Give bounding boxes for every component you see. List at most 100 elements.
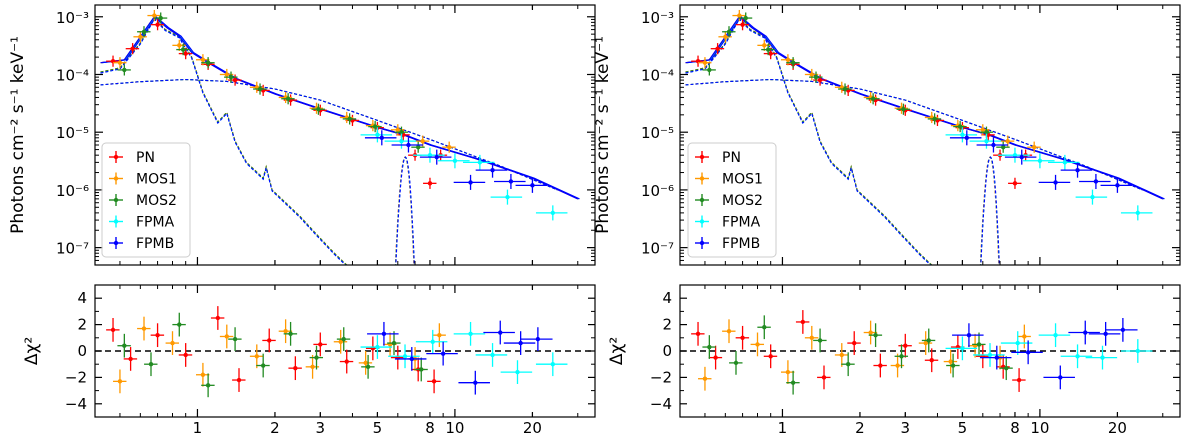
data-point-pn xyxy=(150,323,165,348)
data-marker xyxy=(960,132,965,138)
data-marker xyxy=(870,96,876,101)
data-point-mos2 xyxy=(894,344,909,369)
plot-area-right-spectrum xyxy=(685,9,1165,265)
data-marker xyxy=(391,340,397,346)
y-axis-title: Photons cm⁻² s⁻¹ keV⁻¹ xyxy=(593,36,613,234)
data-marker xyxy=(964,135,970,140)
data-point-mos1 xyxy=(780,360,795,384)
data-marker xyxy=(236,377,242,383)
data-marker xyxy=(232,336,238,342)
data-marker xyxy=(434,154,439,160)
data-marker xyxy=(183,352,188,358)
data-marker xyxy=(138,34,143,39)
model-fe-line-fpmb xyxy=(980,156,1000,265)
data-point-mos2 xyxy=(281,93,295,105)
data-point-mos1 xyxy=(698,57,712,69)
legend-label: FPMA xyxy=(722,215,761,231)
data-point-fpmb xyxy=(521,327,553,351)
data-point-fpmb xyxy=(979,345,1012,370)
data-marker xyxy=(726,29,732,34)
data-point-pn xyxy=(817,365,831,390)
y-tick-label: 10⁻⁴ xyxy=(56,66,89,84)
data-point-mos1 xyxy=(834,343,849,367)
data-marker xyxy=(452,158,458,163)
legend-label: MOS1 xyxy=(136,172,177,188)
data-marker xyxy=(427,181,433,186)
data-marker xyxy=(363,360,368,366)
data-marker xyxy=(991,142,996,148)
data-marker xyxy=(1103,331,1108,337)
data-marker xyxy=(148,362,154,367)
data-point-fpma xyxy=(1038,323,1071,348)
data-marker xyxy=(468,331,473,337)
y-tick-label: 10⁻³ xyxy=(641,9,674,27)
data-marker xyxy=(984,130,989,135)
data-marker xyxy=(817,77,823,83)
data-marker xyxy=(110,327,116,333)
data-marker xyxy=(365,364,371,370)
data-marker xyxy=(899,354,904,359)
data-point-fpmb xyxy=(475,162,508,178)
data-marker xyxy=(375,344,380,350)
data-marker xyxy=(420,138,425,144)
data-marker xyxy=(707,67,712,73)
data-point-pn xyxy=(691,321,705,346)
data-marker xyxy=(180,47,186,52)
data-point-mos1 xyxy=(278,319,293,344)
data-point-mos2 xyxy=(868,323,883,348)
y-tick-label: 2 xyxy=(77,316,87,334)
data-point-pn xyxy=(975,344,990,369)
data-point-mos1 xyxy=(1027,141,1041,153)
data-point-fpmb xyxy=(419,149,452,165)
data-marker xyxy=(817,338,823,343)
data-marker xyxy=(200,372,206,377)
data-marker xyxy=(715,46,720,51)
data-point-pn xyxy=(210,306,225,330)
data-marker xyxy=(726,329,732,334)
legend-marker-dot xyxy=(699,197,705,203)
data-marker xyxy=(929,358,934,363)
data-point-fpma xyxy=(969,133,1002,149)
data-marker xyxy=(966,332,972,338)
y-axis-title: Δχ² xyxy=(607,337,627,365)
data-point-fpma xyxy=(463,154,495,170)
data-point-fpmb xyxy=(1060,162,1093,178)
data-point-fpma xyxy=(1060,344,1093,369)
data-point-mos1 xyxy=(698,366,712,391)
plot-area-left-spectrum xyxy=(100,9,580,265)
data-point-mos2 xyxy=(137,26,151,38)
data-point-pn xyxy=(691,55,705,67)
data-marker xyxy=(903,343,908,348)
model-thermal-fpmb xyxy=(100,18,347,265)
data-point-fpmb xyxy=(453,174,486,190)
data-point-pn xyxy=(123,347,138,371)
data-marker xyxy=(128,356,133,362)
data-marker xyxy=(873,332,878,338)
data-point-mos2 xyxy=(414,357,428,382)
data-point-mos1 xyxy=(165,331,180,355)
data-marker xyxy=(868,330,873,335)
data-marker xyxy=(228,74,234,80)
data-marker xyxy=(490,167,495,173)
x-tick-label: 5 xyxy=(373,419,383,433)
y-tick-label: −2 xyxy=(65,368,87,386)
data-marker xyxy=(490,352,495,358)
data-point-pn xyxy=(106,55,120,67)
data-point-mos2 xyxy=(176,44,190,56)
data-marker xyxy=(152,13,157,18)
legend-item-fpma: FPMA xyxy=(695,215,761,231)
data-marker xyxy=(785,369,791,375)
y-tick-label: 4 xyxy=(662,289,672,307)
data-point-pn xyxy=(262,328,276,353)
data-point-mos2 xyxy=(387,331,401,355)
data-marker xyxy=(762,325,767,330)
data-point-fpmb xyxy=(391,137,424,153)
data-point-mos2 xyxy=(999,356,1013,381)
data-marker xyxy=(200,57,206,62)
data-point-mos2 xyxy=(838,83,852,95)
data-point-mos1 xyxy=(113,369,127,394)
legend-marker-dot xyxy=(113,197,119,203)
data-marker xyxy=(1053,180,1058,185)
data-point-mos1 xyxy=(442,141,456,153)
